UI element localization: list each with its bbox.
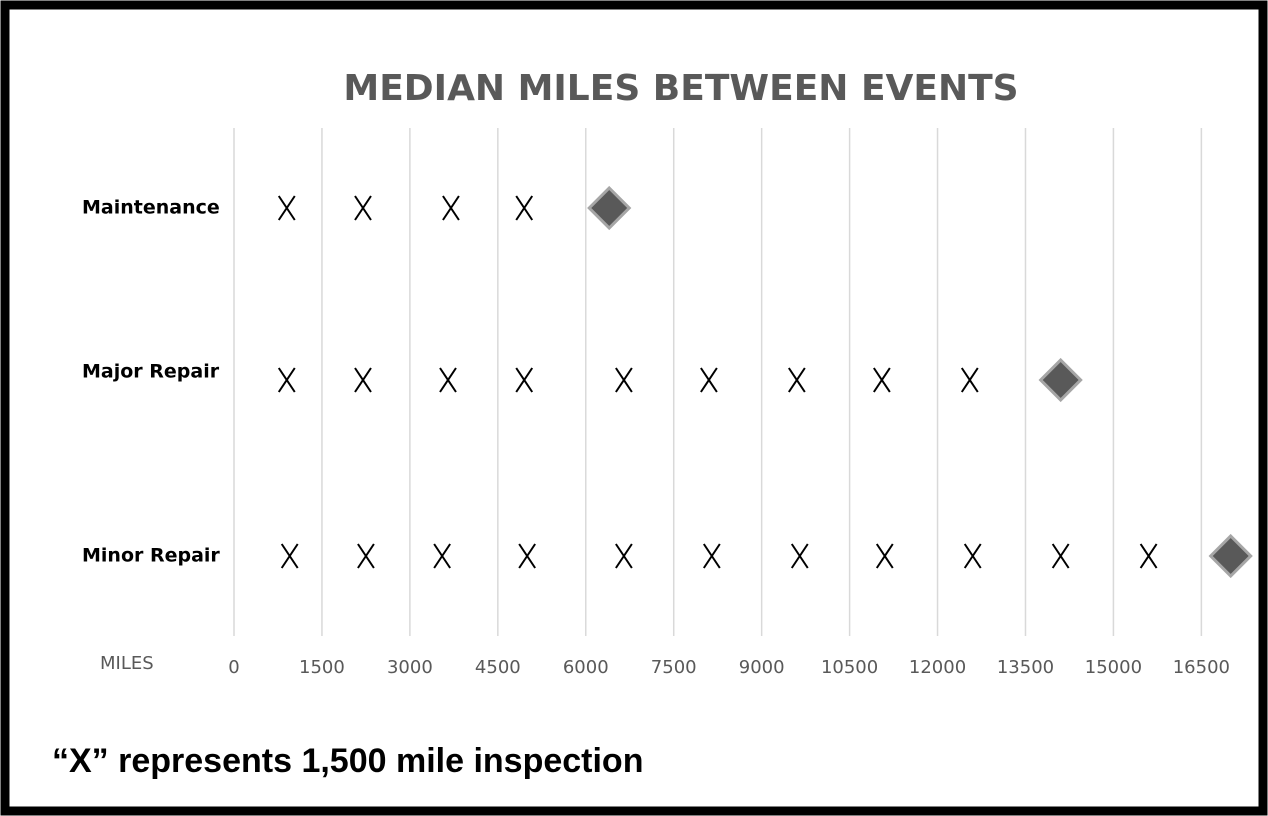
inspection-marker	[357, 543, 375, 569]
x-tick-label: 15000	[1085, 657, 1142, 678]
category-label: Major Repair	[82, 361, 220, 383]
category-label: Minor Repair	[82, 545, 220, 567]
x-tick-label: 4500	[475, 657, 521, 678]
x-tick-label: 13500	[997, 657, 1054, 678]
median-marker	[587, 185, 632, 231]
inspection-marker	[702, 543, 721, 569]
inspection-marker	[875, 543, 894, 569]
inspection-marker	[280, 543, 299, 569]
inspection-marker	[354, 367, 372, 393]
inspection-marker	[277, 195, 296, 221]
chart-title: MEDIAN MILES BETWEEN EVENTS	[343, 68, 1018, 109]
inspection-marker	[433, 543, 451, 569]
x-tick-label: 10500	[821, 657, 878, 678]
inspection-marker	[960, 367, 979, 393]
inspection-marker	[615, 543, 633, 569]
x-tick-label: 9000	[739, 657, 785, 678]
annotation: “X” represents 1,500 mile inspection	[52, 742, 643, 780]
inspection-marker	[700, 367, 718, 393]
x-tick-label: 16500	[1173, 657, 1230, 678]
x-tick-label: 3000	[387, 657, 433, 678]
inspection-marker	[615, 367, 633, 393]
inspection-marker	[515, 195, 534, 221]
inspection-marker	[277, 367, 296, 393]
x-tick-label: 6000	[563, 657, 609, 678]
inspection-marker	[442, 195, 460, 221]
median-marker	[1038, 357, 1083, 403]
inspection-marker	[963, 543, 982, 569]
inspection-marker	[788, 367, 806, 393]
x-tick-label: 7500	[651, 657, 697, 678]
x-tick-label: 0	[228, 657, 239, 678]
inspection-marker	[515, 367, 534, 393]
category-label: Maintenance	[82, 197, 220, 219]
inspection-marker	[1051, 543, 1070, 569]
x-tick-label: 12000	[909, 657, 966, 678]
inspection-marker	[518, 543, 536, 569]
inspection-marker	[873, 367, 891, 393]
inspection-marker	[1139, 543, 1158, 569]
median-marker	[1208, 533, 1253, 579]
inspection-marker	[790, 543, 809, 569]
inspection-marker	[354, 195, 372, 221]
x-tick-label: 1500	[299, 657, 345, 678]
inspection-marker	[439, 367, 457, 393]
x-axis-label: MILES	[100, 653, 154, 674]
